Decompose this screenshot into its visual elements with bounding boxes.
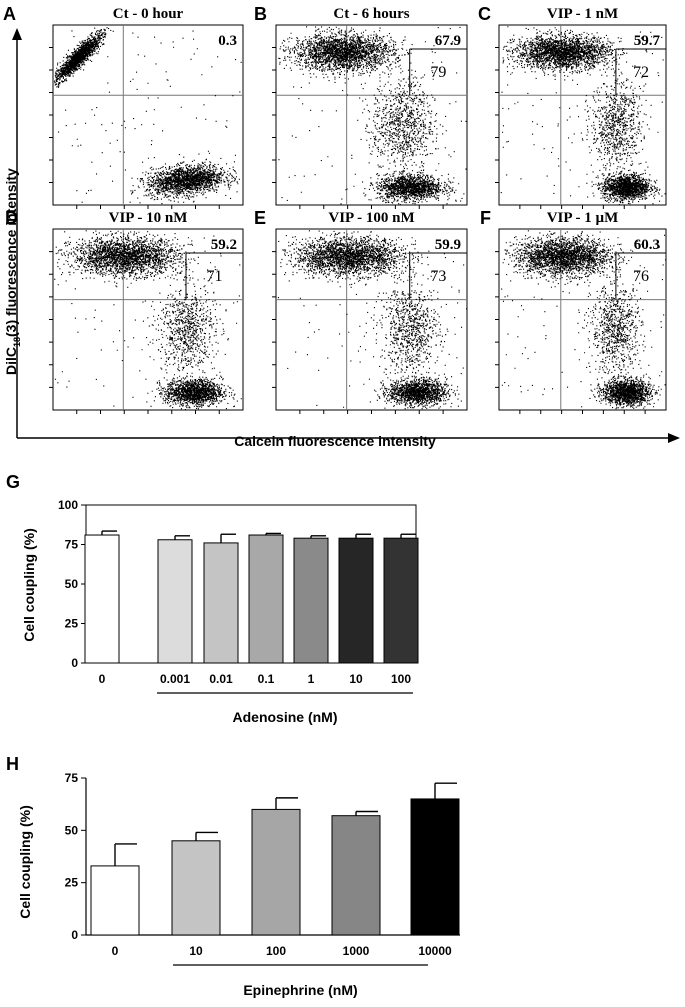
scatter-panel-e: E VIP - 100 nM 59.9 73	[254, 208, 468, 414]
x-axis-title: Epinephrine (nM)	[243, 982, 357, 998]
x-tick-label: 100	[391, 672, 411, 686]
y-tick-label: 50	[65, 577, 79, 591]
gate-percentage: 72	[633, 64, 649, 81]
panel-letter: B	[254, 4, 267, 24]
quadrant-percentage: 59.7	[634, 33, 661, 49]
panel-title: VIP - 1 nM	[547, 6, 618, 22]
bar-10	[338, 537, 374, 664]
panel-letter: C	[478, 4, 491, 24]
bar-0	[84, 534, 120, 664]
bar-10	[171, 840, 221, 936]
x-axis-arrow-head	[668, 433, 680, 443]
gate-percentage: 71	[207, 268, 223, 285]
quadrant-percentage: 67.9	[435, 33, 461, 49]
x-tick-label: 10	[189, 944, 203, 958]
panel-title: VIP - 100 nM	[328, 210, 414, 226]
bar-panel-h: H 0 25 50 75 0 10 100 1000 10000 Epinephrine (nM) C…	[6, 754, 460, 998]
bar-0.1	[248, 534, 284, 664]
panel-title: Ct - 6 hours	[333, 6, 409, 22]
bar-0.01	[203, 542, 239, 664]
bar-10000	[410, 798, 460, 936]
plot-frame	[275, 228, 468, 411]
event-dots	[54, 27, 242, 205]
scatter-panel-c: C VIP - 1 nM 59.7 72	[478, 4, 667, 209]
panel-letter: H	[6, 754, 19, 774]
x-tick-label: 10	[349, 672, 363, 686]
quadrant-percentage: 59.9	[435, 237, 461, 253]
y-tick-label: 25	[65, 617, 79, 631]
panel-title: Ct - 0 hour	[113, 6, 184, 22]
y-tick-label: 100	[58, 498, 78, 512]
quadrant-percentage: 59.2	[211, 237, 237, 253]
panel-letter: A	[3, 4, 16, 24]
scatter-panel-d: D VIP - 10 nM 59.2 71	[5, 208, 244, 414]
x-axis-title: Calcein fluorescence intensity	[234, 433, 436, 449]
y-axis-title: Cell coupling (%)	[17, 805, 33, 919]
x-tick-label: 0.01	[209, 672, 233, 686]
y-axis-arrow-head	[12, 28, 22, 40]
x-tick-label: 100	[266, 944, 286, 958]
bar-100	[251, 808, 301, 936]
bar-0.001	[157, 539, 193, 664]
x-tick-label: 1000	[343, 944, 370, 958]
plot-frame	[498, 24, 667, 206]
x-tick-label: 0	[99, 672, 106, 686]
bar-100	[383, 537, 419, 664]
scatter-panel-f: F VIP - 1 µM 60.3 76	[480, 208, 667, 414]
quadrant-percentage: 0.3	[218, 33, 237, 49]
bar-0	[90, 865, 140, 936]
x-tick-label: 0.1	[258, 672, 275, 686]
x-tick-label: 0.001	[160, 672, 190, 686]
gate-percentage: 73	[430, 268, 446, 285]
x-axis-title: Adenosine (nM)	[233, 709, 338, 725]
bar-panel-g: G 0 25 50 75 100 0 0.001 0.01 0.1 1 10 100 Adenosine …	[6, 472, 419, 725]
quadrant-percentage: 60.3	[634, 237, 660, 253]
event-dots	[501, 230, 667, 410]
gate-percentage: 79	[430, 64, 446, 81]
panel-letter: E	[254, 208, 266, 228]
global-axes	[12, 28, 680, 443]
y-tick-label: 75	[65, 538, 79, 552]
y-tick-label: 50	[65, 823, 79, 837]
y-tick-label: 0	[71, 656, 78, 670]
bar-1	[293, 537, 329, 664]
y-axis-title: DilC18(3) fluorescence intensity	[3, 168, 22, 375]
y-tick-label: 75	[65, 771, 79, 785]
scatter-panel-b: B Ct - 6 hours 67.9 79	[254, 4, 468, 209]
panel-title: VIP - 10 nM	[109, 210, 188, 226]
gate-percentage: 76	[633, 268, 649, 285]
panel-title: VIP - 1 µM	[547, 210, 619, 226]
x-tick-label: 10000	[418, 944, 452, 958]
x-tick-label: 1	[308, 672, 315, 686]
scatter-panels: A Ct - 0 hour 0.3 B Ct - 6 hours 67.9 79 C VIP -…	[3, 4, 667, 414]
panel-letter: G	[6, 472, 20, 492]
x-tick-label: 0	[112, 944, 119, 958]
bar-1000	[331, 815, 381, 936]
panel-letter: D	[5, 208, 18, 228]
panel-letter: F	[480, 208, 491, 228]
y-tick-label: 25	[65, 876, 79, 890]
y-axis-title: Cell coupling (%)	[21, 528, 37, 642]
scatter-panel-a: A Ct - 0 hour 0.3	[3, 4, 244, 209]
event-dots	[277, 230, 468, 410]
plot-frame	[52, 228, 244, 411]
y-tick-label: 0	[71, 928, 78, 942]
